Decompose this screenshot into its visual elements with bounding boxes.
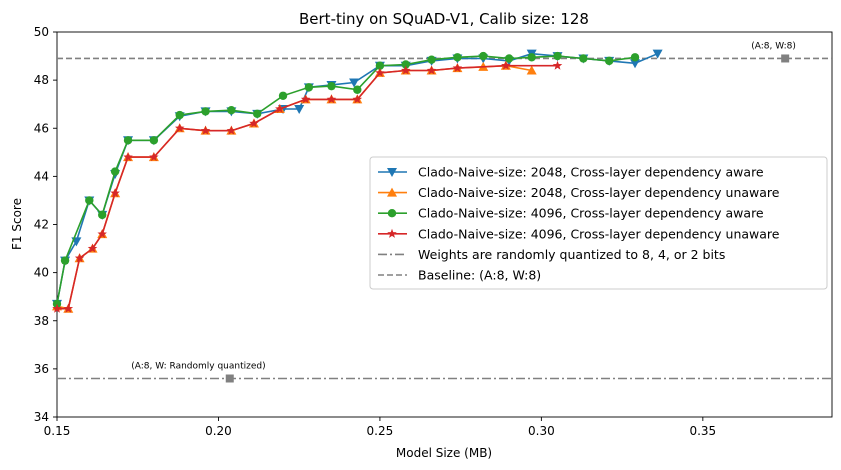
series-4 <box>52 60 563 313</box>
chart-title: Bert-tiny on SQuAD-V1, Calib size: 128 <box>299 10 589 28</box>
reference-annotation: (A:8, W:8) <box>751 41 796 51</box>
data-point <box>98 210 107 220</box>
x-tick-label: 0.20 <box>205 424 232 438</box>
data-point <box>149 136 159 145</box>
series-group <box>52 49 663 313</box>
data-point <box>327 81 336 91</box>
data-point <box>85 196 94 205</box>
data-point <box>123 152 133 162</box>
data-point <box>579 54 588 63</box>
data-point <box>604 56 614 66</box>
data-point <box>479 51 488 61</box>
legend-entry: Clado-Naive-size: 2048, Cross-layer depe… <box>418 185 780 200</box>
legend-marker <box>387 209 397 218</box>
legend-marker <box>387 228 397 238</box>
data-point <box>349 78 360 88</box>
reference-marker <box>781 54 790 63</box>
y-tick-label: 50 <box>34 25 49 39</box>
legend-entry: Clado-Naive-size: 2048, Cross-layer depe… <box>418 165 764 180</box>
data-point <box>249 118 259 128</box>
series-3 <box>52 51 640 309</box>
legend-entry: Clado-Naive-size: 4096, Cross-layer depe… <box>418 206 764 221</box>
data-point <box>452 63 463 73</box>
data-point <box>294 105 305 114</box>
data-point <box>97 229 107 239</box>
data-point <box>110 167 120 176</box>
y-tick-label: 42 <box>34 218 49 232</box>
y-tick-label: 48 <box>34 73 49 87</box>
data-point <box>226 125 237 135</box>
reference-annotation: (A:8, W: Randomly quantized) <box>131 362 265 372</box>
x-tick-label: 0.15 <box>44 424 71 438</box>
data-point <box>275 104 285 114</box>
data-point <box>375 61 385 70</box>
data-point <box>553 51 562 61</box>
data-point <box>652 49 663 59</box>
legend-entry: Clado-Naive-size: 4096, Cross-layer depe… <box>418 226 780 241</box>
x-tick-label: 0.35 <box>689 424 716 438</box>
legend-box <box>369 156 828 290</box>
data-point <box>427 55 436 64</box>
data-point <box>201 107 210 116</box>
y-tick-label: 44 <box>34 169 49 183</box>
y-tick-label: 46 <box>34 121 49 135</box>
data-point <box>200 125 211 135</box>
data-point <box>174 123 185 133</box>
data-point <box>630 53 640 62</box>
legend-marker <box>387 168 397 177</box>
data-point <box>453 53 462 62</box>
data-point <box>63 303 74 313</box>
data-point <box>426 65 437 75</box>
data-point <box>304 83 314 92</box>
data-point <box>400 65 411 75</box>
data-point <box>375 67 385 77</box>
x-tick-label: 0.30 <box>528 424 555 438</box>
data-point <box>110 188 120 198</box>
legend: Clado-Naive-size: 2048, Cross-layer depe… <box>369 156 828 290</box>
y-tick-label: 34 <box>34 410 49 424</box>
y-tick-label: 36 <box>34 362 49 376</box>
data-point <box>504 54 514 63</box>
data-point <box>149 152 159 162</box>
x-axis-label: Model Size (MB) <box>396 446 492 460</box>
y-axis-label: F1 Score <box>10 198 24 250</box>
legend-marker <box>387 187 397 197</box>
data-point <box>552 60 563 70</box>
data-point <box>74 253 85 263</box>
data-point <box>527 53 536 62</box>
data-point <box>501 60 511 70</box>
data-point <box>87 243 98 253</box>
data-point <box>353 85 362 94</box>
data-point <box>630 59 641 69</box>
data-point <box>326 94 337 104</box>
data-point <box>60 256 70 265</box>
data-point <box>300 94 311 104</box>
x-tick-label: 0.25 <box>367 424 394 438</box>
series-line <box>57 64 558 310</box>
axes: 0.15 0.20 0.25 0.30 0.35 34 36 38 40 42 44 46 48 50 <box>34 25 833 438</box>
data-point <box>227 106 236 115</box>
data-point <box>175 110 184 120</box>
y-tick-label: 40 <box>34 266 49 280</box>
data-point <box>401 60 410 69</box>
y-tick-label: 38 <box>34 314 49 328</box>
data-point <box>278 91 288 100</box>
data-point <box>352 94 363 104</box>
legend-entry: Baseline: (A:8, W:8) <box>418 268 541 283</box>
data-point <box>526 65 537 75</box>
reference-marker <box>225 374 234 383</box>
data-point <box>123 136 133 145</box>
legend-entry: Weights are randomly quantized to 8, 4, … <box>418 247 725 262</box>
data-point <box>253 109 262 119</box>
data-point <box>52 303 62 313</box>
